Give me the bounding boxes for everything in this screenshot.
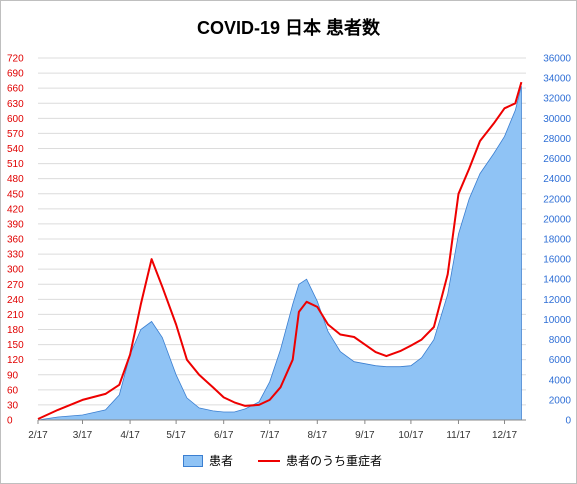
- y-right-tick-label: 28000: [543, 134, 571, 145]
- y-left-tick-label: 630: [7, 99, 24, 110]
- legend: 患者 患者のうち重症者: [0, 452, 577, 472]
- y-left-tick-label: 420: [7, 204, 24, 215]
- y-left-tick-label: 210: [7, 310, 24, 321]
- legend-swatch-patients: [183, 454, 203, 467]
- y-right-tick-label: 2000: [549, 395, 572, 406]
- y-right-tick-label: 32000: [543, 94, 571, 105]
- y-left-tick-label: 570: [7, 129, 24, 140]
- y-right-tick-label: 24000: [543, 174, 571, 185]
- y-right-tick-label: 12000: [543, 295, 571, 306]
- x-tick-label: 7/17: [260, 430, 280, 441]
- y-left-tick-label: 0: [7, 416, 13, 427]
- x-tick-label: 9/17: [355, 430, 375, 441]
- x-tick-label: 11/17: [446, 430, 471, 441]
- y-right-tick-label: 34000: [543, 74, 571, 85]
- y-left-tick-label: 390: [7, 219, 24, 230]
- y-left-tick-label: 720: [7, 54, 24, 65]
- y-left-tick-label: 120: [7, 355, 24, 366]
- y-left-tick-label: 330: [7, 250, 24, 261]
- x-tick-label: 2/17: [28, 430, 48, 441]
- y-left-tick-label: 150: [7, 340, 24, 351]
- y-right-tick-label: 16000: [543, 255, 571, 266]
- chart-title: COVID-19 日本 患者数: [196, 18, 381, 38]
- x-tick-label: 6/17: [214, 430, 234, 441]
- y-right-tick-label: 14000: [543, 275, 571, 286]
- y-right-tick-label: 36000: [543, 54, 571, 65]
- y-right-tick-label: 20000: [543, 214, 571, 225]
- y-left-tick-label: 30: [7, 400, 19, 411]
- x-tick-label: 4/17: [120, 430, 140, 441]
- y-left-tick-label: 240: [7, 295, 24, 306]
- y-left-tick-label: 600: [7, 114, 24, 125]
- y-left-tick-label: 660: [7, 84, 24, 95]
- y-right-tick-label: 26000: [543, 154, 571, 165]
- y-right-tick-label: 0: [565, 416, 571, 427]
- y-left-tick-label: 450: [7, 189, 24, 200]
- x-tick-label: 10/17: [398, 430, 423, 441]
- y-left-tick-label: 270: [7, 280, 24, 291]
- y-left-tick-label: 480: [7, 174, 24, 185]
- y-left-tick-label: 360: [7, 235, 24, 246]
- x-tick-label: 12/17: [492, 430, 517, 441]
- legend-swatch-severe: [258, 459, 280, 462]
- x-tick-label: 8/17: [308, 430, 328, 441]
- x-tick-label: 3/17: [73, 430, 93, 441]
- y-right-tick-label: 30000: [543, 114, 571, 125]
- y-left-tick-label: 300: [7, 265, 24, 276]
- y-left-tick-label: 60: [7, 385, 19, 396]
- y-left-tick-label: 90: [7, 370, 19, 381]
- y-right-tick-label: 10000: [543, 315, 571, 326]
- y-right-tick-label: 8000: [549, 335, 572, 346]
- legend-item-patients: 患者: [183, 452, 233, 469]
- x-tick-label: 5/17: [166, 430, 186, 441]
- y-left-tick-label: 690: [7, 69, 24, 80]
- y-left-tick-label: 180: [7, 325, 24, 336]
- patients-area: [37, 86, 522, 421]
- legend-item-severe: 患者のうち重症者: [258, 452, 382, 469]
- y-left-tick-label: 510: [7, 159, 24, 170]
- y-right-tick-label: 18000: [543, 235, 571, 246]
- y-right-tick-label: 22000: [543, 194, 571, 205]
- severe-line: [37, 81, 523, 420]
- y-left-tick-label: 540: [7, 144, 24, 155]
- legend-label-severe: 患者のうち重症者: [286, 454, 383, 468]
- y-right-tick-label: 6000: [549, 355, 572, 366]
- y-right-tick-label: 4000: [549, 375, 572, 386]
- legend-label-patients: 患者: [209, 454, 234, 468]
